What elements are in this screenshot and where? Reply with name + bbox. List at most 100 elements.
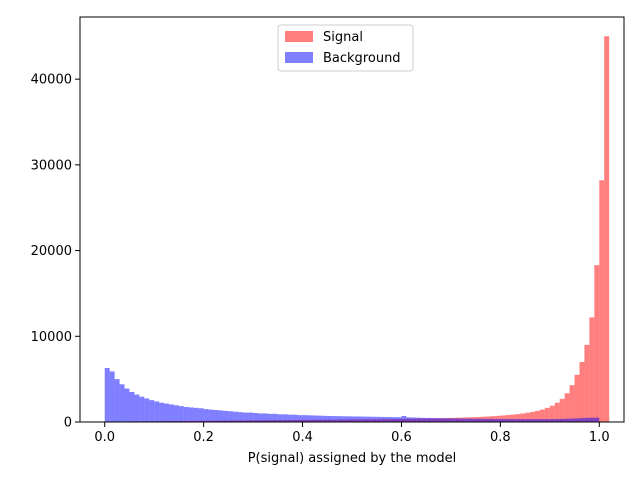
- background-bar: [342, 416, 348, 422]
- x-tick-label: 0.6: [391, 430, 412, 445]
- background-bar: [589, 417, 595, 422]
- legend-label-signal: Signal: [323, 30, 363, 45]
- background-bar: [520, 419, 526, 422]
- signal-bar: [604, 36, 610, 423]
- signal-bar: [579, 362, 585, 422]
- background-bar: [530, 419, 535, 422]
- background-bar: [347, 416, 352, 422]
- background-bar: [401, 416, 407, 422]
- signal-bar: [515, 414, 521, 422]
- background-bar: [208, 409, 214, 422]
- background-bar: [574, 418, 580, 422]
- x-axis: 0.0 0.2 0.4 0.6 0.8 1.0: [94, 422, 610, 445]
- background-bar: [228, 411, 234, 422]
- background-bar: [549, 419, 555, 422]
- background-bar: [416, 417, 422, 422]
- background-bar: [183, 407, 189, 422]
- background-bar: [109, 371, 115, 422]
- background-bar: [312, 415, 318, 422]
- background-bar: [173, 405, 179, 422]
- background-bar: [253, 413, 259, 422]
- background-bar: [203, 409, 209, 422]
- background-bar: [193, 407, 199, 422]
- legend-swatch-background: [285, 52, 313, 63]
- signal-bar: [589, 317, 595, 422]
- background-bar: [169, 404, 174, 422]
- signal-bar: [584, 344, 590, 422]
- background-bar: [104, 368, 110, 422]
- background-bar: [539, 419, 545, 422]
- background-bar: [233, 411, 239, 422]
- background-bar: [292, 414, 298, 422]
- background-bar: [198, 408, 204, 422]
- background-bar: [495, 418, 501, 422]
- signal-bar: [544, 407, 550, 422]
- background-bar: [569, 418, 575, 422]
- background-bar: [129, 392, 135, 422]
- background-bar: [386, 417, 392, 422]
- background-bar: [322, 415, 328, 422]
- background-bar: [505, 419, 511, 422]
- background-bar: [114, 379, 120, 422]
- background-bar: [361, 416, 367, 422]
- background-bar: [455, 418, 461, 422]
- background-bar: [411, 417, 417, 422]
- background-bar: [490, 418, 496, 422]
- plot-area: [104, 36, 610, 423]
- background-bar: [594, 417, 600, 422]
- background-bar: [337, 416, 343, 422]
- y-tick-label: 0: [64, 416, 72, 431]
- background-bar: [248, 412, 254, 422]
- signal-bar: [594, 265, 600, 422]
- background-series: [104, 368, 600, 422]
- background-bar: [302, 415, 308, 422]
- background-bar: [287, 414, 293, 422]
- background-bar: [243, 412, 249, 422]
- legend-label-background: Background: [323, 51, 401, 66]
- legend-swatch-signal: [285, 31, 313, 42]
- background-bar: [134, 394, 140, 422]
- background-bar: [317, 415, 323, 422]
- legend: Signal Background: [277, 24, 414, 72]
- background-bar: [544, 419, 550, 422]
- y-tick-label: 10000: [31, 330, 72, 345]
- background-bar: [282, 414, 288, 422]
- background-bar: [164, 403, 170, 422]
- background-bar: [525, 419, 531, 422]
- background-bar: [480, 418, 486, 422]
- background-bar: [579, 418, 585, 422]
- background-bar: [515, 419, 521, 422]
- background-bar: [510, 419, 516, 422]
- background-bar: [352, 416, 357, 422]
- signal-bar: [564, 393, 570, 422]
- background-bar: [470, 418, 476, 422]
- background-bar: [332, 416, 338, 422]
- background-bar: [149, 400, 155, 422]
- background-bar: [262, 413, 268, 422]
- x-tick-label: 0.8: [490, 430, 511, 445]
- signal-bar: [510, 414, 516, 422]
- signal-bar: [539, 409, 545, 422]
- background-bar: [188, 407, 194, 422]
- background-bar: [366, 416, 372, 422]
- background-bar: [406, 417, 412, 422]
- background-bar: [391, 417, 397, 422]
- y-axis: 0 10000 20000 30000 40000: [31, 73, 80, 431]
- background-bar: [396, 417, 402, 422]
- background-bar: [460, 418, 466, 422]
- background-bar: [445, 418, 451, 422]
- x-tick-label: 0.0: [94, 430, 115, 445]
- background-bar: [421, 417, 427, 422]
- background-bar: [376, 416, 382, 422]
- signal-bar: [574, 374, 580, 422]
- y-tick-label: 30000: [31, 158, 72, 173]
- background-bar: [223, 410, 229, 422]
- signal-bar: [520, 413, 526, 422]
- background-bar: [431, 418, 437, 422]
- background-bar: [213, 410, 219, 422]
- y-tick-label: 20000: [31, 244, 72, 259]
- background-bar: [450, 418, 456, 422]
- axes-frame: [79, 16, 625, 423]
- signal-bar: [549, 405, 555, 422]
